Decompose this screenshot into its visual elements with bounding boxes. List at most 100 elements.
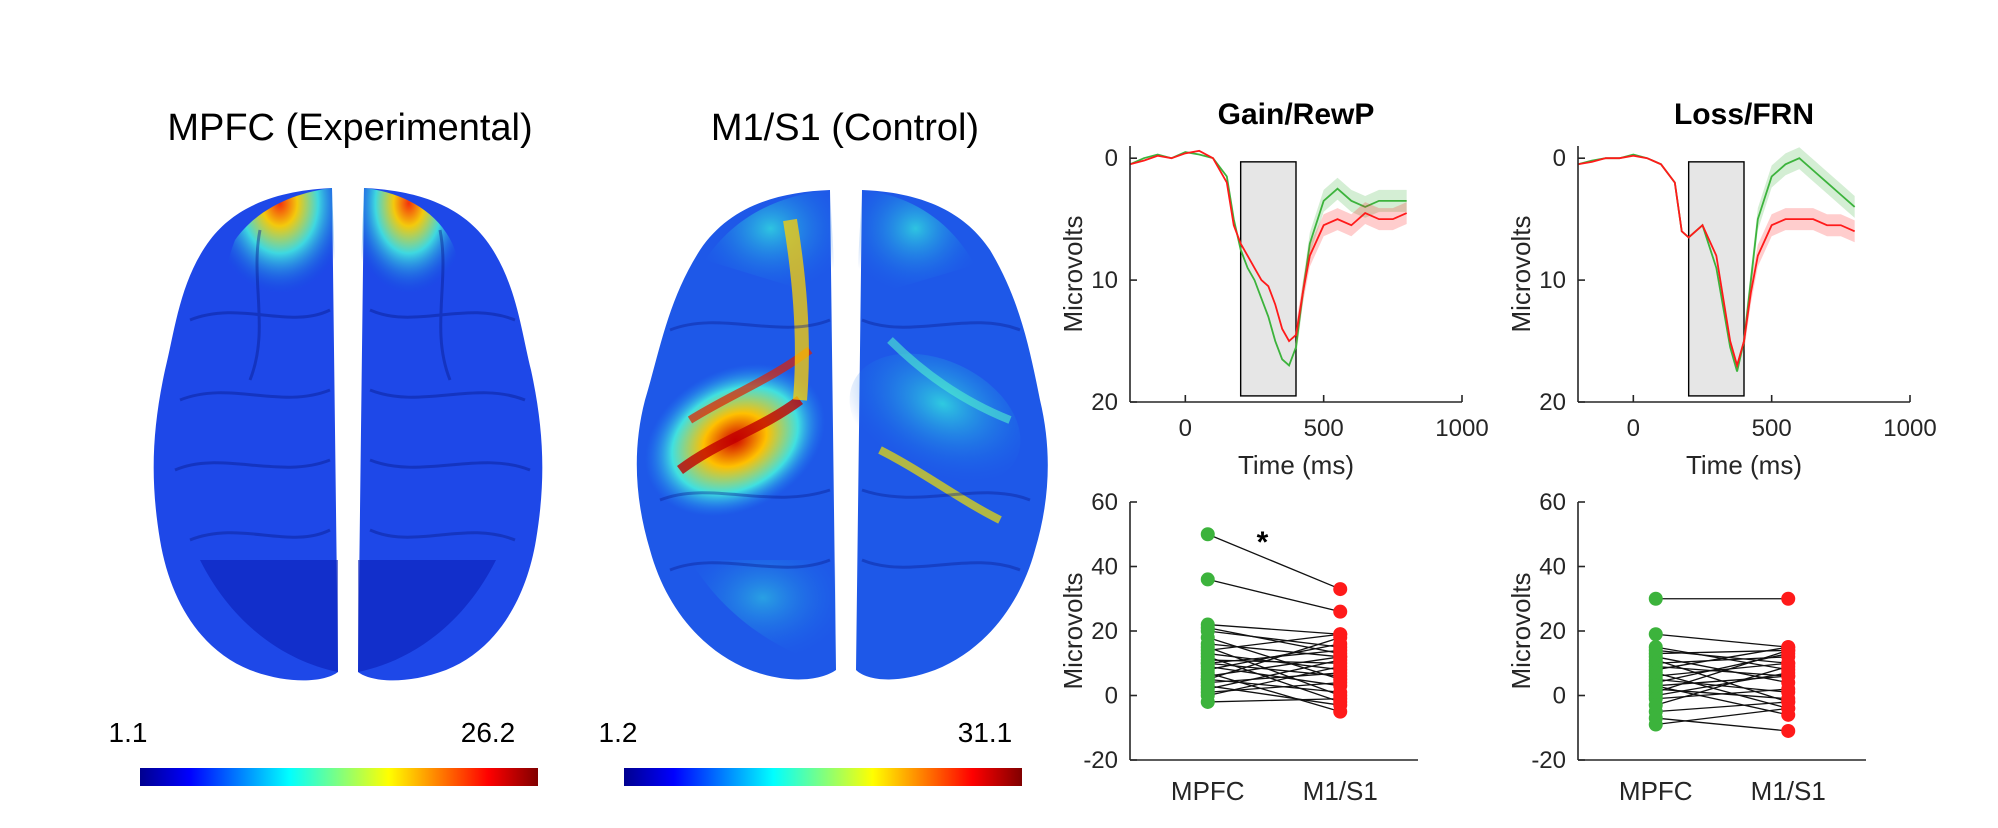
pair-line (1655, 707, 1789, 726)
point-m1s1 (1333, 691, 1348, 706)
point-m1s1 (1333, 604, 1348, 619)
brain-map-m1s1: M1/S1 (Control) 1.2 31.1 (599, 107, 1048, 786)
pair-line (1207, 643, 1341, 658)
category-label-m1s1: M1/S1 (1303, 776, 1378, 806)
series-line-m1s1 (1129, 149, 1408, 343)
x-tick-label: 0 (1179, 415, 1192, 442)
point-mpfc (1648, 627, 1663, 642)
pair-line (1207, 685, 1341, 706)
pair-line (1655, 633, 1789, 648)
y-tick-label: -20 (1531, 747, 1566, 774)
y-tick-label: 0 (1105, 145, 1118, 172)
pair-line (1655, 701, 1789, 713)
pair-line (1655, 652, 1789, 684)
point-m1s1 (1781, 643, 1796, 658)
y-tick-label: 10 (1539, 267, 1566, 294)
y-tick-label: -20 (1083, 747, 1118, 774)
gain-paired-chart: -20 0 20 40 60 MPFC M1/S1 Microvolts * (1058, 489, 1418, 806)
point-mpfc (1200, 620, 1215, 635)
colorbar-min: 1.1 (109, 717, 148, 748)
point-mpfc (1200, 527, 1215, 542)
pair-line (1655, 672, 1789, 710)
colorbar (624, 768, 1022, 786)
y-axis-label: Microvolts (1506, 215, 1536, 332)
point-m1s1 (1781, 591, 1796, 606)
colorbar-max: 31.1 (958, 717, 1013, 748)
category-label-m1s1: M1/S1 (1751, 776, 1826, 806)
y-tick-label: 20 (1091, 618, 1118, 645)
y-tick-label: 40 (1539, 554, 1566, 581)
loss-paired-chart: -20 0 20 40 60 MPFC M1/S1 Microvolts (1506, 489, 1866, 806)
significance-marker: * (1257, 526, 1269, 559)
brain-right-hemisphere (849, 190, 1048, 680)
pair-line (1655, 662, 1789, 677)
point-mpfc (1648, 678, 1663, 693)
series-error-band (1296, 202, 1407, 346)
pair-line (1207, 659, 1341, 690)
point-mpfc (1648, 591, 1663, 606)
pair-line (1207, 623, 1341, 635)
point-mpfc (1200, 656, 1215, 671)
series-error-band (1296, 177, 1407, 359)
pair-line (1207, 672, 1341, 713)
pair-line (1655, 672, 1789, 697)
pair-line (1207, 662, 1341, 677)
colorbar-max: 26.2 (461, 717, 516, 748)
pair-line (1207, 533, 1341, 590)
y-tick-label: 60 (1091, 489, 1118, 516)
pair-line (1655, 685, 1789, 716)
colorbar-min: 1.2 (599, 717, 638, 748)
series-error-band (1744, 208, 1855, 353)
series-line-mpfc (1577, 153, 1856, 372)
pair-line (1655, 675, 1789, 687)
point-mpfc (1200, 572, 1215, 587)
brain-map-title: MPFC (Experimental) (167, 107, 532, 149)
point-m1s1 (1333, 659, 1348, 674)
pair-line (1655, 717, 1789, 732)
pair-line (1207, 627, 1341, 655)
point-mpfc (1200, 672, 1215, 687)
y-axis-label: Microvolts (1058, 572, 1088, 689)
brain-map-mpfc: MPFC (Experimental) 1.1 26.2 (109, 107, 543, 786)
y-tick-label: 0 (1105, 683, 1118, 710)
colorbar (140, 768, 538, 786)
brain-map-title: M1/S1 (Control) (711, 107, 979, 149)
y-tick-label: 20 (1091, 389, 1118, 416)
y-axis-label: Microvolts (1506, 572, 1536, 689)
brain-gyri-pattern (174, 229, 531, 542)
pair-line (1655, 646, 1789, 671)
x-tick-label: 1000 (1435, 415, 1488, 442)
pair-line (1655, 649, 1789, 664)
point-m1s1 (1333, 582, 1348, 597)
point-m1s1 (1333, 669, 1348, 684)
y-tick-label: 60 (1539, 489, 1566, 516)
pair-line (1207, 656, 1341, 703)
category-label-mpfc: MPFC (1619, 776, 1693, 806)
category-label-mpfc: MPFC (1171, 776, 1245, 806)
series-line-m1s1 (1577, 154, 1856, 369)
pair-line (1655, 688, 1789, 700)
x-tick-label: 1000 (1883, 415, 1936, 442)
chart-title: Loss/FRN (1674, 98, 1814, 131)
y-tick-label: 0 (1553, 683, 1566, 710)
y-axis-label: Microvolts (1058, 215, 1088, 332)
pair-line (1655, 665, 1789, 706)
point-m1s1 (1781, 707, 1796, 722)
y-tick-label: 20 (1539, 389, 1566, 416)
x-axis-label: Time (ms) (1238, 450, 1354, 480)
pair-line (1207, 578, 1341, 613)
loss-erp-chart: Loss/FRN 0 10 20 0 500 1000 Time (ms) Microvolts (1506, 98, 1937, 480)
x-axis-label: Time (ms) (1686, 450, 1802, 480)
pair-line (1655, 649, 1789, 693)
x-tick-label: 0 (1627, 415, 1640, 442)
point-m1s1 (1333, 646, 1348, 661)
pair-line (1207, 665, 1341, 687)
y-tick-label: 10 (1091, 267, 1118, 294)
x-tick-label: 500 (1304, 415, 1344, 442)
pair-line (1207, 633, 1341, 651)
chart-title: Gain/RewP (1218, 98, 1375, 131)
y-tick-label: 0 (1553, 145, 1566, 172)
analysis-window (1239, 161, 1297, 397)
brain-left-hemisphere (636, 190, 836, 680)
